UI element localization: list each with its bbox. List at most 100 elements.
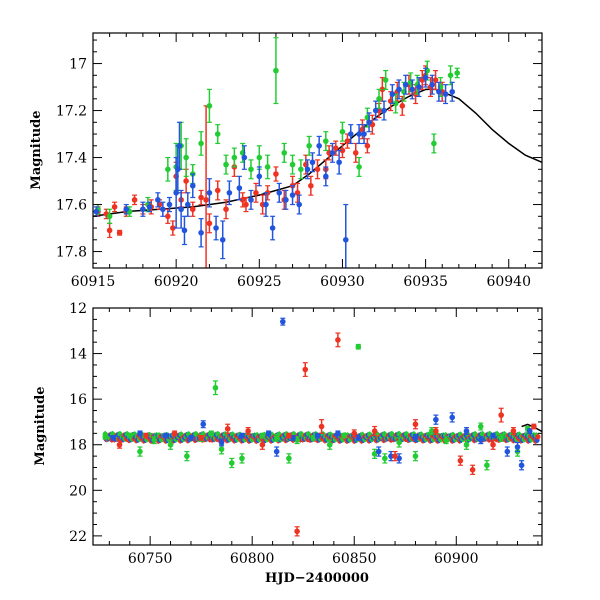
data-point (351, 430, 358, 437)
data-point (223, 206, 229, 213)
data-point (183, 154, 189, 161)
data-point (477, 437, 484, 443)
data-point (200, 421, 207, 428)
data-point (146, 204, 153, 210)
data-point (137, 430, 143, 437)
data-point (412, 421, 419, 428)
y-tick-label: 17.6 (56, 198, 87, 214)
data-point (198, 140, 204, 147)
y-tick-label: 17.2 (56, 104, 87, 120)
data-point (314, 166, 321, 173)
bottom-panel-data (102, 317, 542, 537)
x-tick-label: 60915 (71, 274, 116, 290)
data-point (283, 197, 289, 203)
data-point (213, 225, 219, 231)
data-point (335, 337, 341, 343)
data-point (433, 428, 439, 434)
data-point (214, 187, 221, 194)
data-point (184, 201, 191, 208)
data-point (484, 462, 490, 469)
data-point (166, 201, 173, 208)
y-tick-label: 22 (69, 529, 87, 545)
data-point (526, 428, 533, 434)
data-point (189, 182, 196, 189)
data-point (165, 213, 171, 220)
plot-area (93, 37, 542, 268)
data-point (392, 100, 399, 107)
data-point (290, 435, 296, 441)
data-point (167, 441, 174, 448)
data-point (239, 455, 245, 462)
data-point (432, 77, 439, 83)
data-point (239, 432, 245, 439)
data-point (302, 366, 309, 373)
data-point (203, 197, 209, 203)
data-point (259, 441, 266, 448)
data-point (375, 448, 382, 455)
data-point (498, 435, 504, 441)
data-point (137, 448, 143, 455)
data-point (116, 229, 123, 236)
x-tick-label: 60920 (154, 274, 199, 290)
data-point (339, 147, 346, 154)
data-point (224, 425, 231, 432)
data-point (429, 81, 436, 88)
data-point (286, 455, 292, 462)
data-point (389, 91, 396, 97)
data-point (310, 435, 317, 441)
bottom-panel-ticks: 60750 60800 60850 60900 12 14 16 18 20 22 (69, 301, 542, 567)
data-point (236, 185, 243, 191)
top-y-axis-label: Magnitude (29, 110, 44, 189)
data-point (298, 166, 304, 173)
data-point (241, 154, 248, 161)
data-point (433, 416, 439, 423)
data-point (151, 437, 158, 443)
data-point (518, 462, 525, 469)
data-point (184, 453, 190, 459)
band-point (381, 431, 388, 437)
data-point (170, 225, 176, 231)
data-point (326, 441, 333, 448)
data-point (289, 161, 296, 168)
data-point (392, 453, 398, 459)
data-point (514, 444, 521, 450)
x-tick-label: 60900 (434, 551, 479, 567)
data-point (165, 166, 171, 173)
data-point (371, 451, 378, 457)
data-point (323, 138, 329, 144)
top-panel-ticks: 60915 60920 60925 60930 60935 60940 17 17.2 17.4… (56, 33, 543, 290)
y-tick-label: 20 (69, 483, 87, 499)
data-point (294, 528, 300, 535)
data-point (218, 439, 225, 446)
data-point (93, 208, 100, 215)
data-point (223, 161, 229, 168)
data-point (352, 150, 359, 156)
data-point (341, 432, 347, 439)
model-curve (93, 88, 542, 218)
data-point (490, 432, 496, 439)
data-point (256, 154, 263, 161)
data-point (206, 190, 213, 196)
data-point (140, 206, 146, 213)
bottom-y-axis-label: Magnitude (33, 386, 48, 465)
data-point (339, 128, 346, 135)
data-point (188, 435, 194, 441)
data-point (106, 227, 113, 234)
data-point (442, 91, 449, 97)
data-point (308, 182, 314, 189)
data-point (176, 143, 183, 149)
data-point (396, 439, 402, 446)
data-point (381, 107, 387, 114)
y-tick-label: 12 (69, 301, 87, 317)
data-point (248, 166, 254, 173)
data-point (273, 448, 280, 455)
data-point (198, 435, 204, 441)
data-point (281, 150, 288, 156)
plot-area (102, 317, 542, 537)
data-point (163, 432, 170, 439)
data-point (402, 81, 409, 88)
data-point (431, 140, 437, 147)
data-point (382, 455, 388, 462)
data-point (457, 457, 464, 464)
